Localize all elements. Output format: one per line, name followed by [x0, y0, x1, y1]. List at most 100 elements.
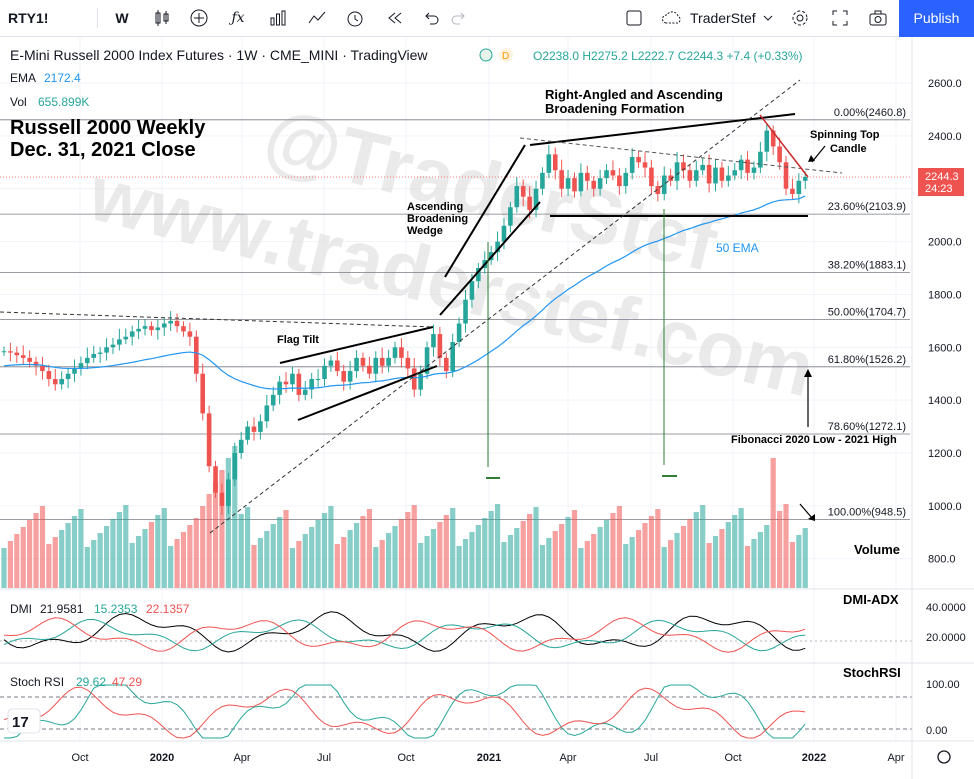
candle-body	[661, 175, 667, 195]
templates-icon[interactable]	[266, 6, 290, 30]
volume-bar	[283, 510, 289, 588]
candle-body	[168, 320, 173, 324]
candle-body	[40, 365, 45, 372]
undo-icon[interactable]	[419, 6, 443, 30]
volume-bar	[488, 511, 494, 588]
volume-bar	[680, 526, 687, 588]
spinning-top-arrow-head	[808, 155, 815, 162]
volume-bar	[552, 531, 558, 588]
volume-bar	[84, 547, 90, 588]
volume-bar	[257, 538, 263, 588]
time-tick-label: 2022	[802, 752, 826, 764]
candle-body	[328, 360, 334, 366]
interval-button[interactable]: W	[115, 10, 129, 26]
alarm-clock-icon[interactable]	[343, 6, 367, 30]
candle-body	[161, 323, 167, 328]
volume-bar	[142, 529, 148, 588]
compare-plus-icon[interactable]	[187, 6, 211, 30]
volume-bar	[533, 507, 539, 588]
spinning-top-label-1: Spinning Top	[810, 129, 880, 141]
candle-body	[495, 241, 500, 253]
time-tick-label: Apr	[559, 752, 576, 764]
candle-body	[540, 172, 545, 189]
candle-body	[283, 381, 289, 385]
wedge-label-3: Wedge	[407, 225, 443, 237]
settings-gear-icon[interactable]	[788, 6, 812, 30]
candle-body	[520, 186, 526, 197]
price-tick-label: 1800.0	[928, 289, 962, 301]
volume-bar	[539, 545, 546, 588]
volume-bar	[597, 527, 603, 588]
indicator-tick-label: 0.00	[926, 725, 947, 737]
candle-body	[232, 453, 238, 480]
replay-icon[interactable]	[383, 6, 407, 30]
volume-bar	[373, 547, 379, 588]
volume-bar	[744, 546, 751, 588]
volume-bar	[168, 546, 174, 588]
volume-bar	[623, 544, 629, 588]
candle-body	[629, 157, 635, 173]
volume-bar	[430, 529, 437, 588]
volume-bar	[501, 542, 507, 588]
account-name[interactable]: TraderStef	[690, 10, 756, 26]
volume-bar	[661, 547, 667, 588]
rsi-value-2: 47.29	[112, 675, 142, 689]
volume-bar	[642, 523, 648, 588]
price-tick-label: 1600.0	[928, 342, 962, 354]
alert-chart-icon[interactable]	[305, 6, 329, 30]
candle-body	[745, 159, 750, 173]
volume-bar	[559, 524, 565, 588]
volume-bar	[437, 522, 443, 588]
volume-bar	[129, 543, 135, 588]
volume-bar	[469, 532, 475, 588]
stoch-d-line	[3, 686, 806, 739]
chart-canvas[interactable]: @TraderStef www.traderstef.com 0.00%(246…	[0, 37, 974, 779]
delay-letter: D	[502, 51, 509, 62]
fib-level-label: 50.00%(1704.7)	[828, 307, 906, 319]
volume-bar	[341, 537, 347, 588]
market-status-icon	[479, 48, 493, 62]
candle-type-icon[interactable]	[150, 6, 174, 30]
camera-icon[interactable]	[866, 6, 890, 30]
volume-bar	[616, 506, 622, 588]
volume-bar	[360, 516, 366, 588]
rsi-label: Stoch RSI	[10, 675, 64, 689]
cloud-icon[interactable]	[660, 6, 684, 30]
publish-button[interactable]: Publish	[899, 0, 974, 37]
fullscreen-icon[interactable]	[828, 6, 852, 30]
chevron-down-icon[interactable]	[760, 6, 776, 30]
indicator-tick-label: 20.0000	[926, 632, 966, 644]
volume-bar	[27, 520, 33, 588]
volume-bar	[309, 527, 315, 588]
headline-line2: Dec. 31, 2021 Close	[10, 139, 196, 161]
volume-bar	[302, 534, 308, 588]
candle-body	[200, 373, 206, 414]
candle-body	[565, 178, 571, 189]
dmi-adx-pane	[0, 611, 912, 653]
trend-drawings[interactable]	[0, 79, 843, 534]
indicators-fx-icon[interactable]: ƒx	[231, 10, 245, 26]
volume-bar	[687, 519, 693, 588]
candle-body	[52, 379, 58, 385]
candle-body	[373, 357, 379, 374]
volume-bar	[764, 525, 770, 588]
volume-bar	[668, 540, 674, 588]
pattern-label-1: Right-Angled and Ascending	[545, 87, 723, 102]
candle-body	[335, 360, 340, 372]
volume-arrow-shaft	[799, 503, 813, 519]
fibonacci-title: Fibonacci 2020 Low - 2021 High	[731, 434, 897, 446]
price-tag	[918, 168, 964, 196]
volume-bar	[648, 516, 655, 588]
fib-level-label: 0.00%(2460.8)	[834, 107, 906, 119]
volume-bar	[347, 530, 353, 588]
volume-bar	[789, 542, 796, 588]
redo-icon[interactable]	[447, 6, 471, 30]
volume-bar	[674, 533, 680, 588]
candle-body	[585, 172, 590, 181]
symbol-search[interactable]: RTY1!	[8, 10, 49, 26]
volume-bar	[251, 545, 257, 588]
candle-body	[129, 331, 135, 337]
layout-square-icon[interactable]	[622, 6, 646, 30]
candle-body	[194, 336, 199, 374]
tradingview-logo-mark: 17	[12, 714, 29, 731]
